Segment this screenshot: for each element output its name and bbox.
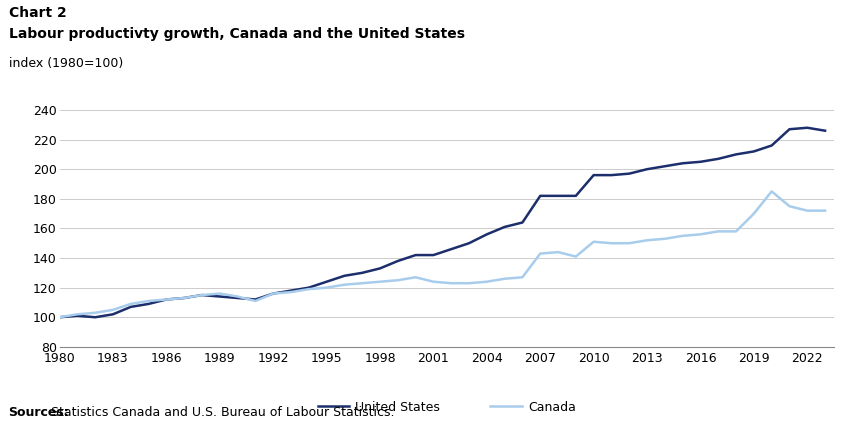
United States <box>108 312 118 317</box>
United States <box>72 313 83 318</box>
United States <box>54 315 65 320</box>
United States <box>785 127 795 132</box>
Canada <box>820 208 831 213</box>
Canada <box>802 208 813 213</box>
United States <box>553 193 563 198</box>
United States <box>268 291 278 296</box>
United States <box>820 128 831 133</box>
United States <box>607 173 617 178</box>
United States <box>677 161 688 166</box>
Text: Statistics Canada and U.S. Bureau of Labour Statistics.: Statistics Canada and U.S. Bureau of Lab… <box>47 406 394 419</box>
United States <box>802 125 813 130</box>
Canada <box>500 276 510 281</box>
Canada <box>250 299 260 304</box>
Canada <box>214 291 225 296</box>
United States <box>214 294 225 299</box>
Canada <box>162 297 172 302</box>
United States <box>197 293 207 298</box>
United States <box>589 173 599 178</box>
United States <box>642 167 652 172</box>
United States <box>357 270 368 275</box>
Canada <box>660 236 670 241</box>
Canada <box>571 254 581 259</box>
Canada <box>607 241 617 246</box>
United States <box>375 266 386 271</box>
Canada <box>749 211 759 216</box>
United States <box>162 297 172 302</box>
United States <box>179 295 189 300</box>
United States <box>660 164 670 169</box>
Canada <box>713 229 723 234</box>
Canada <box>286 290 296 295</box>
United States <box>232 295 243 300</box>
Canada <box>54 315 65 320</box>
Canada <box>108 307 118 312</box>
Legend: United States, Canada: United States, Canada <box>313 396 580 419</box>
Canada <box>767 189 777 194</box>
Canada <box>90 310 100 316</box>
Canada <box>357 281 368 286</box>
United States <box>624 171 634 176</box>
Canada <box>322 285 332 290</box>
Canada <box>144 299 154 304</box>
Text: index (1980=100): index (1980=100) <box>9 57 123 70</box>
United States <box>464 241 474 246</box>
United States <box>695 159 705 165</box>
United States <box>428 253 438 258</box>
Canada <box>464 281 474 286</box>
Canada <box>232 294 243 299</box>
Canada <box>179 295 189 300</box>
United States <box>410 253 420 258</box>
Canada <box>677 233 688 239</box>
United States <box>571 193 581 198</box>
United States <box>322 279 332 284</box>
United States <box>286 288 296 293</box>
United States <box>392 258 403 264</box>
Canada <box>553 250 563 255</box>
Canada <box>375 279 386 284</box>
Line: United States: United States <box>60 128 825 317</box>
Text: Labour productivty growth, Canada and the United States: Labour productivty growth, Canada and th… <box>9 27 465 41</box>
United States <box>500 224 510 229</box>
United States <box>304 285 314 290</box>
Canada <box>410 275 420 280</box>
Text: Chart 2: Chart 2 <box>9 6 66 20</box>
Canada <box>589 239 599 244</box>
United States <box>749 149 759 154</box>
Canada <box>785 203 795 209</box>
Canada <box>642 238 652 243</box>
Canada <box>535 251 545 256</box>
Canada <box>428 279 438 284</box>
United States <box>731 152 741 157</box>
Canada <box>340 282 350 287</box>
United States <box>517 220 528 225</box>
Canada <box>392 277 403 283</box>
United States <box>713 156 723 161</box>
United States <box>446 247 456 252</box>
United States <box>535 193 545 198</box>
United States <box>90 315 100 320</box>
United States <box>126 305 136 310</box>
Canada <box>268 291 278 296</box>
Canada <box>517 275 528 280</box>
Text: Sources:: Sources: <box>9 406 69 419</box>
Canada <box>446 281 456 286</box>
United States <box>482 232 492 237</box>
Line: Canada: Canada <box>60 191 825 317</box>
Canada <box>126 301 136 306</box>
United States <box>767 143 777 148</box>
Canada <box>624 241 634 246</box>
Canada <box>72 312 83 317</box>
United States <box>144 301 154 306</box>
United States <box>340 273 350 278</box>
Canada <box>695 232 705 237</box>
Canada <box>197 293 207 298</box>
Canada <box>731 229 741 234</box>
Canada <box>482 279 492 284</box>
Canada <box>304 287 314 292</box>
United States <box>250 297 260 302</box>
